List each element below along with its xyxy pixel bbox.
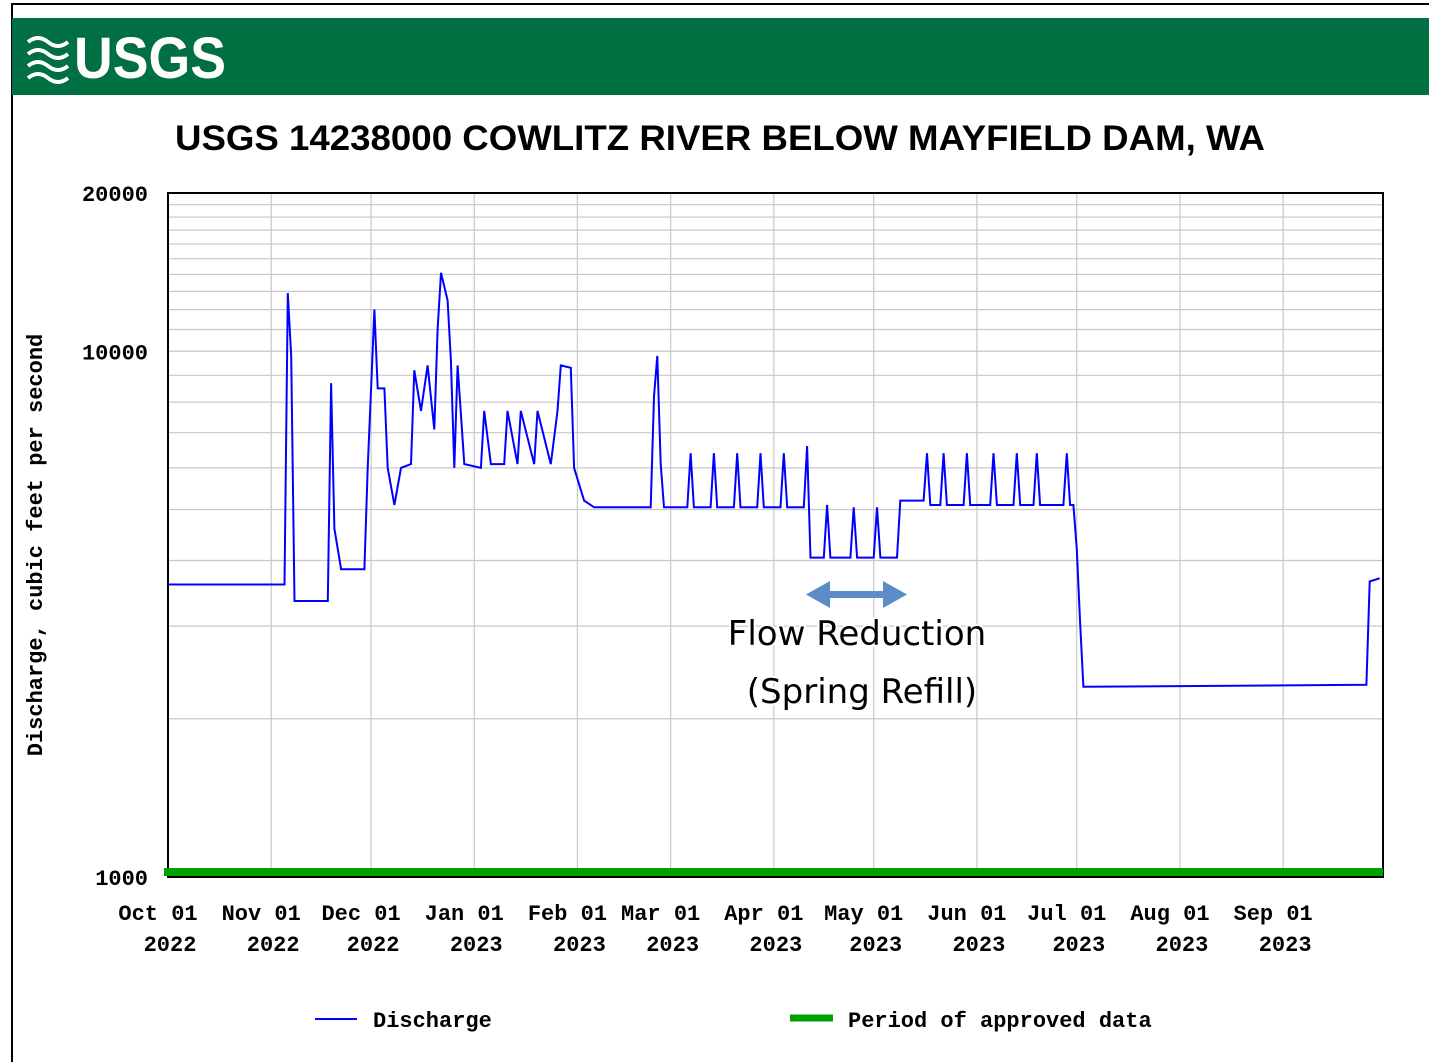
x-tick-year: 2023 xyxy=(749,933,802,958)
x-tick-label: Jun 01 xyxy=(927,902,1006,927)
annotation: (Spring Refill) xyxy=(747,672,977,712)
discharge-line xyxy=(168,272,1380,688)
x-tick-year: 2023 xyxy=(1259,933,1312,958)
x-tick-label: Jul 01 xyxy=(1027,902,1106,927)
x-tick-label: Oct 01 xyxy=(118,902,197,927)
x-tick-year: 2023 xyxy=(1156,933,1209,958)
x-tick-year: 2022 xyxy=(347,933,400,958)
header-bar xyxy=(12,18,1429,95)
double-arrow xyxy=(806,581,907,608)
logo-waves xyxy=(26,36,70,84)
x-tick-label: May 01 xyxy=(824,902,903,927)
x-tick-label: Sep 01 xyxy=(1234,902,1313,927)
legend-label: Discharge xyxy=(373,1009,492,1034)
plot-area xyxy=(168,193,1383,877)
x-tick-year: 2023 xyxy=(646,933,699,958)
annotation: Flow Reduction xyxy=(728,614,986,654)
y-axis-label: Discharge, cubic feet per second xyxy=(24,334,49,756)
plot: 1000 10000 20000 Oct 01 2022 Nov 01 2022 Dec 01… xyxy=(82,183,1384,1034)
plot-border xyxy=(167,192,1384,878)
logo: USGS xyxy=(74,26,226,91)
x-tick-label: Dec 01 xyxy=(321,902,400,927)
x-tick-label: Apr 01 xyxy=(724,902,803,927)
chart-title: USGS 14238000 COWLITZ RIVER BELOW MAYFIE… xyxy=(175,119,1265,158)
x-tick-year: 2023 xyxy=(553,933,606,958)
legend-label: Period of approved data xyxy=(848,1009,1152,1034)
x-tick-label: Mar 01 xyxy=(621,902,700,927)
y-tick-label: 1000 xyxy=(95,867,148,892)
y-tick-label: 20000 xyxy=(82,183,148,208)
x-tick-label: Nov 01 xyxy=(222,902,301,927)
x-tick-year: 2023 xyxy=(450,933,503,958)
x-tick-label: Aug 01 xyxy=(1130,902,1209,927)
x-tick-label: Jan 01 xyxy=(425,902,504,927)
x-tick-year: 2023 xyxy=(1052,933,1105,958)
y-tick-label: 10000 xyxy=(82,341,148,366)
x-tick-year: 2022 xyxy=(247,933,300,958)
x-tick-year: 2022 xyxy=(144,933,197,958)
x-tick-label: Feb 01 xyxy=(528,902,607,927)
x-tick-year: 2023 xyxy=(849,933,902,958)
x-tick-year: 2023 xyxy=(952,933,1005,958)
